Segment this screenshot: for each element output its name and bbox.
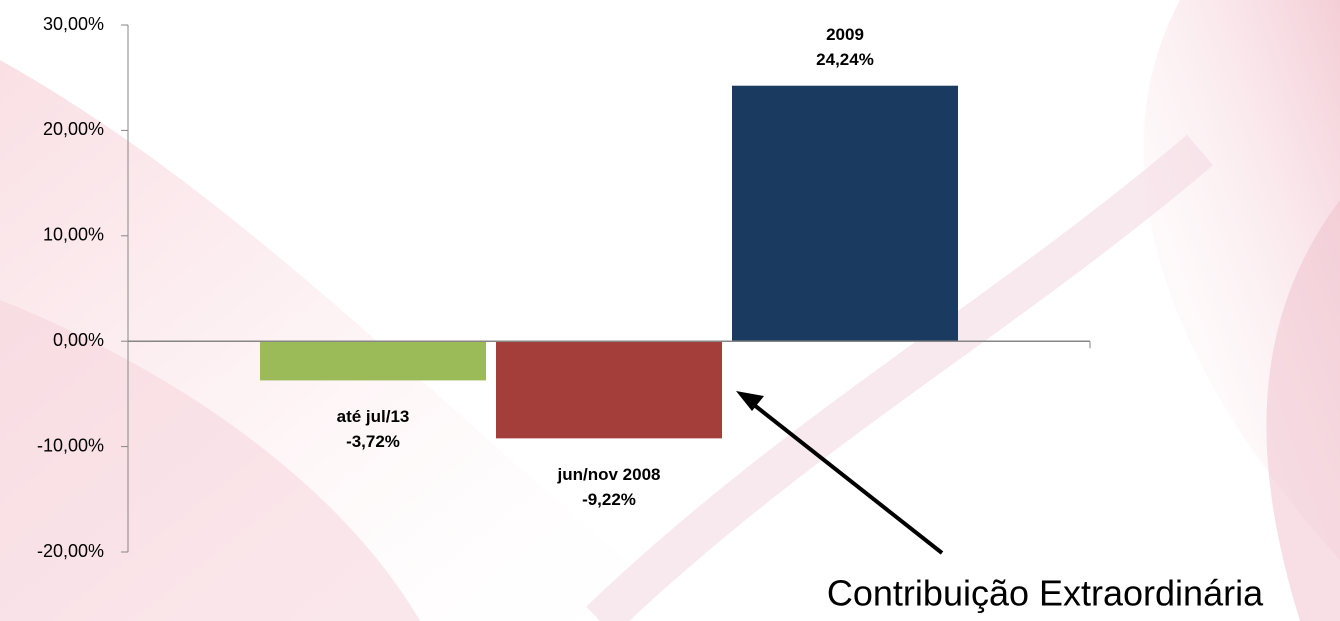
bar (496, 341, 722, 439)
y-tick-label: -20,00% (37, 541, 104, 561)
category-label: até jul/13 (337, 407, 410, 426)
annotation-arrow (736, 391, 944, 555)
y-tick-label: 0,00% (53, 330, 104, 350)
bar (732, 85, 958, 342)
y-tick-label: 20,00% (43, 119, 104, 139)
data-label: -3,72% (346, 432, 400, 451)
y-tick-label: 30,00% (43, 14, 104, 34)
annotation: Contribuição Extraordinária (827, 573, 1264, 614)
y-tick-label: 10,00% (43, 225, 104, 245)
category-label: jun/nov 2008 (557, 465, 661, 484)
y-tick-label: -10,00% (37, 435, 104, 455)
bar (260, 341, 486, 381)
category-label: 2009 (826, 25, 864, 44)
data-label: -9,22% (582, 490, 636, 509)
data-label: 24,24% (816, 50, 874, 69)
